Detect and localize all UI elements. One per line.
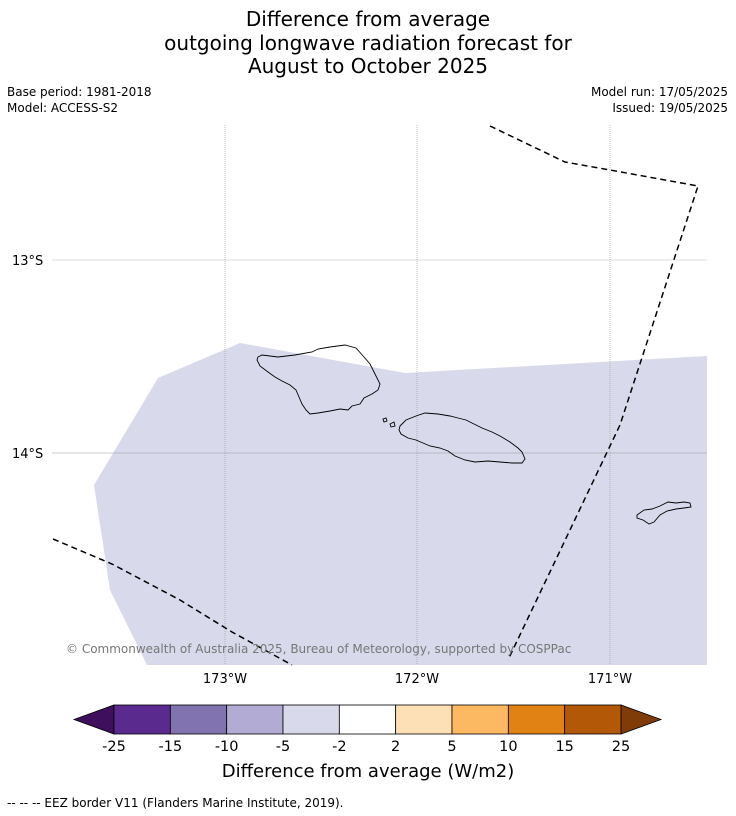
colorbar: -25 -15 -10 -5 -2 2 5 10 15 25: [72, 704, 663, 755]
colorbar-over-arrow: [620, 704, 663, 735]
colorbar-segment-0: [113, 704, 171, 735]
island-manono: [382, 417, 388, 423]
model-name: Model: ACCESS-S2: [7, 101, 119, 115]
colorbar-segment-6: [451, 704, 509, 735]
colorbar-tick-label-1: -15: [158, 739, 182, 755]
colorbar-segment-3: [282, 704, 340, 735]
title-line-3: August to October 2025: [247, 54, 489, 78]
colorbar-tick-label-0: -25: [102, 739, 126, 755]
island-apolima: [389, 421, 396, 428]
colorbar-tick-label-6: 5: [447, 739, 456, 755]
colorbar-segment-5: [395, 704, 453, 735]
island-savaii: [256, 344, 381, 415]
colorbar-segment-4: [338, 704, 397, 735]
eez-line-west: [52, 538, 293, 666]
gridlines: [52, 125, 707, 665]
lat-label-14s: 14°S: [12, 447, 43, 462]
colorbar-segment-8: [564, 704, 622, 735]
title-line-1: Difference from average: [245, 7, 491, 31]
colorbar-tick-label-9: 25: [612, 739, 630, 755]
model-run: Model run: 17/05/2025: [590, 85, 728, 99]
colorbar-tick-label-7: 10: [499, 739, 517, 755]
lon-label-171w: 171°W: [588, 672, 632, 687]
eez-line-east: [489, 125, 699, 661]
colorbar-tick-label-4: -2: [332, 739, 346, 755]
footnote: -- -- -- EEZ border V11 (Flanders Marine…: [7, 796, 344, 810]
title-line-2: outgoing longwave radiation forecast for: [164, 30, 572, 55]
colorbar-segment-7: [507, 704, 566, 735]
colorbar-title: Difference from average (W/m2): [221, 761, 515, 782]
colorbar-segment-1: [169, 704, 228, 735]
colorbar-tick-label-5: 2: [391, 739, 400, 755]
colorbar-tick-label-3: -5: [276, 739, 290, 755]
island-upolu: [398, 412, 526, 464]
colorbar-under-arrow: [72, 704, 115, 735]
issued-date: Issued: 19/05/2025: [612, 101, 728, 115]
copyright-notice: © Commonwealth of Australia 2025, Bureau…: [66, 642, 571, 656]
chart-title: Difference from average outgoing longwav…: [0, 7, 736, 79]
colorbar-segment-2: [226, 704, 284, 735]
island-tutuila: [636, 501, 692, 525]
meta-left: Base period: 1981-2018 Model: ACCESS-S2: [7, 84, 152, 116]
eez-border: [52, 125, 699, 666]
meta-right: Model run: 17/05/2025 Issued: 19/05/2025: [591, 84, 728, 116]
anomaly-region: [94, 343, 707, 665]
lon-label-173w: 173°W: [203, 672, 247, 687]
lat-label-13s: 13°S: [12, 254, 43, 269]
colorbar-tick-label-2: -10: [215, 739, 239, 755]
lon-label-172w: 172°W: [395, 672, 439, 687]
colorbar-tick-label-8: 15: [555, 739, 573, 755]
base-period: Base period: 1981-2018: [7, 85, 152, 99]
islands: [256, 344, 692, 525]
